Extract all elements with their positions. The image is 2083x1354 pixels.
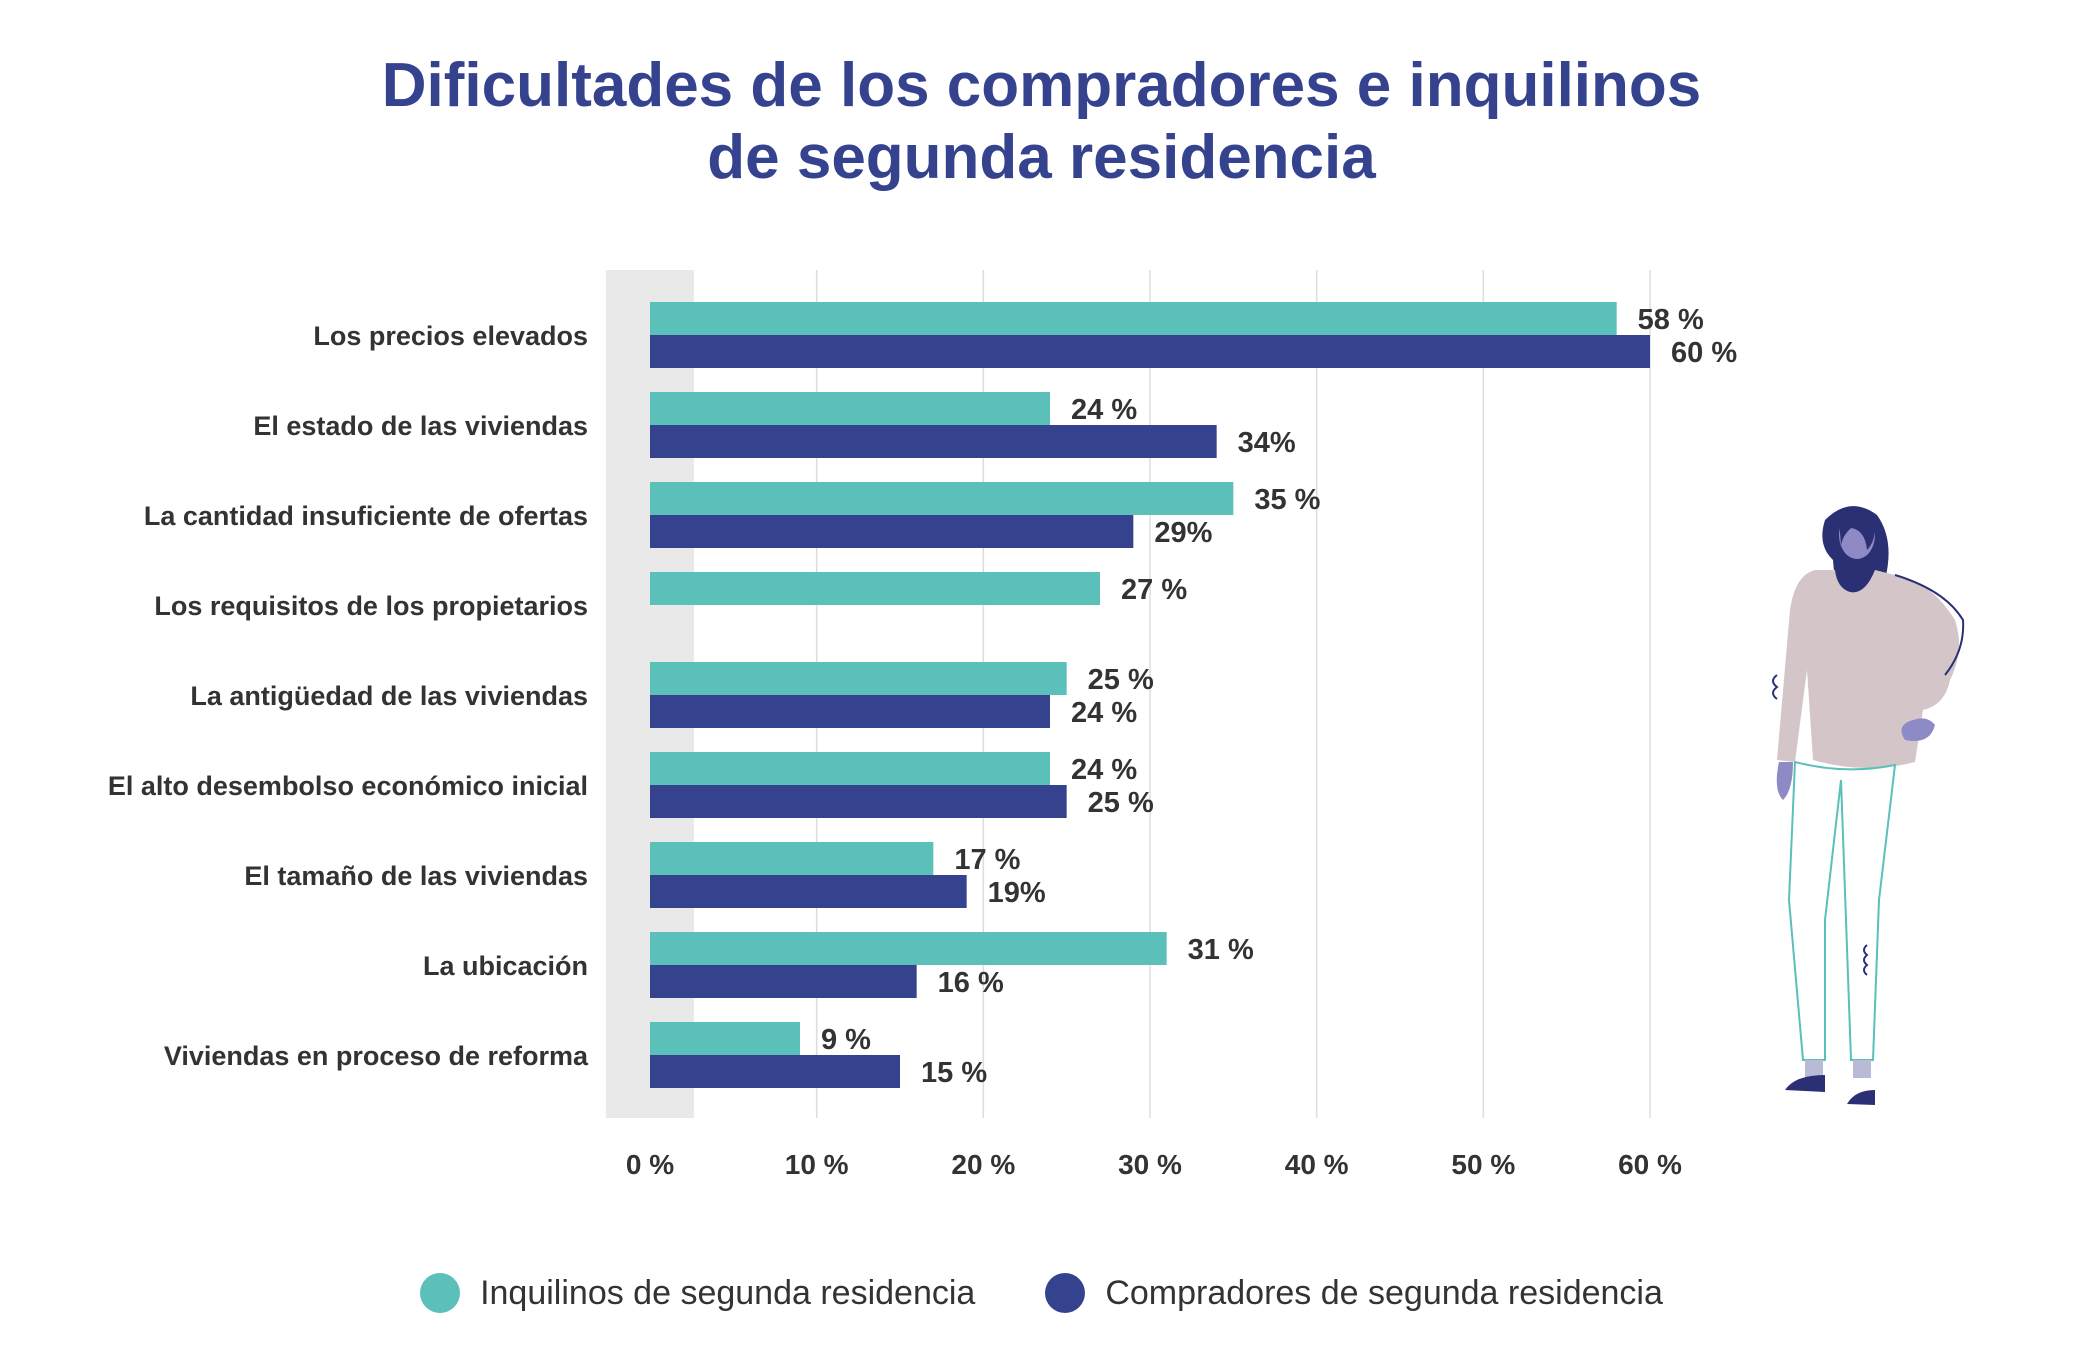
bar-inquilinos — [650, 662, 1067, 695]
x-tick-label: 60 % — [1618, 1149, 1682, 1180]
bar-compradores — [650, 1055, 900, 1088]
value-label-compradores: 19% — [988, 877, 1046, 909]
value-label-inquilinos: 25 % — [1088, 664, 1154, 696]
value-label-compradores: 25 % — [1088, 787, 1154, 819]
category-label: La ubicación — [423, 951, 588, 981]
value-label-inquilinos: 31 % — [1188, 934, 1254, 966]
category-label: El estado de las viviendas — [253, 411, 588, 441]
category-label: La antigüedad de las viviendas — [190, 681, 588, 711]
chart-title-line-2: de segunda residencia — [707, 123, 1376, 192]
value-label-compradores: 34% — [1238, 427, 1296, 459]
chart-title: Dificultades de los compradores e inquil… — [0, 50, 2083, 194]
legend-swatch-compradores — [1045, 1273, 1086, 1313]
value-label-compradores: 16 % — [938, 967, 1004, 999]
bar-compradores — [650, 965, 917, 998]
value-label-compradores: 29% — [1154, 517, 1212, 549]
x-tick-label: 40 % — [1285, 1149, 1349, 1180]
legend-swatch-inquilinos — [420, 1273, 461, 1313]
category-label: El alto desembolso económico inicial — [108, 771, 588, 801]
chart-title-line-1: Dificultades de los compradores e inquil… — [381, 51, 1702, 120]
pants-icon — [1787, 760, 1897, 1061]
bar-compradores — [650, 515, 1134, 548]
value-label-inquilinos: 24 % — [1071, 754, 1137, 786]
x-tick-label: 50 % — [1451, 1149, 1515, 1180]
legend-label-compradores: Compradores de segunda residencia — [1105, 1273, 1663, 1312]
value-label-inquilinos: 9 % — [821, 1024, 871, 1056]
value-label-inquilinos: 58 % — [1638, 304, 1704, 336]
value-label-inquilinos: 24 % — [1071, 394, 1137, 426]
bar-compradores — [650, 875, 967, 908]
bar-inquilinos — [650, 1022, 800, 1055]
bar-inquilinos — [650, 842, 934, 875]
x-tick-label: 20 % — [951, 1149, 1015, 1180]
category-label: El tamaño de las viviendas — [244, 861, 588, 891]
legend-item-compradores: Compradores de segunda residencia — [1045, 1273, 1663, 1313]
value-label-inquilinos: 17 % — [954, 844, 1020, 876]
legend: Inquilinos de segunda residencia Comprad… — [0, 1263, 2083, 1323]
value-label-compradores: 24 % — [1071, 697, 1137, 729]
bar-inquilinos — [650, 752, 1050, 785]
legend-item-inquilinos: Inquilinos de segunda residencia — [420, 1273, 975, 1313]
category-label: Los precios elevados — [313, 321, 588, 351]
bar-compradores — [650, 425, 1217, 458]
value-label-inquilinos: 35 % — [1254, 484, 1320, 516]
x-tick-label: 0 % — [626, 1149, 674, 1180]
woman-illustration — [1772, 506, 1965, 1105]
x-tick-label: 30 % — [1118, 1149, 1182, 1180]
bar-inquilinos — [650, 932, 1167, 965]
value-label-compradores: 60 % — [1671, 337, 1737, 369]
shoe-icon — [1785, 1075, 1825, 1092]
hand-icon — [1901, 718, 1935, 741]
x-tick-label: 10 % — [785, 1149, 849, 1180]
category-label: Los requisitos de los propietarios — [154, 591, 588, 621]
category-label: La cantidad insuficiente de ofertas — [144, 501, 588, 531]
bar-compradores — [650, 785, 1067, 818]
value-label-inquilinos: 27 % — [1121, 574, 1187, 606]
value-label-compradores: 15 % — [921, 1057, 987, 1089]
bar-inquilinos — [650, 572, 1100, 605]
sweater-icon — [1777, 570, 1959, 769]
legend-label-inquilinos: Inquilinos de segunda residencia — [480, 1273, 976, 1312]
bar-inquilinos — [650, 392, 1050, 425]
bar-inquilinos — [650, 482, 1234, 515]
bar-inquilinos — [650, 302, 1617, 335]
bar-compradores — [650, 695, 1050, 728]
bar-compradores — [650, 335, 1650, 368]
category-label: Viviendas en proceso de reforma — [164, 1041, 589, 1071]
